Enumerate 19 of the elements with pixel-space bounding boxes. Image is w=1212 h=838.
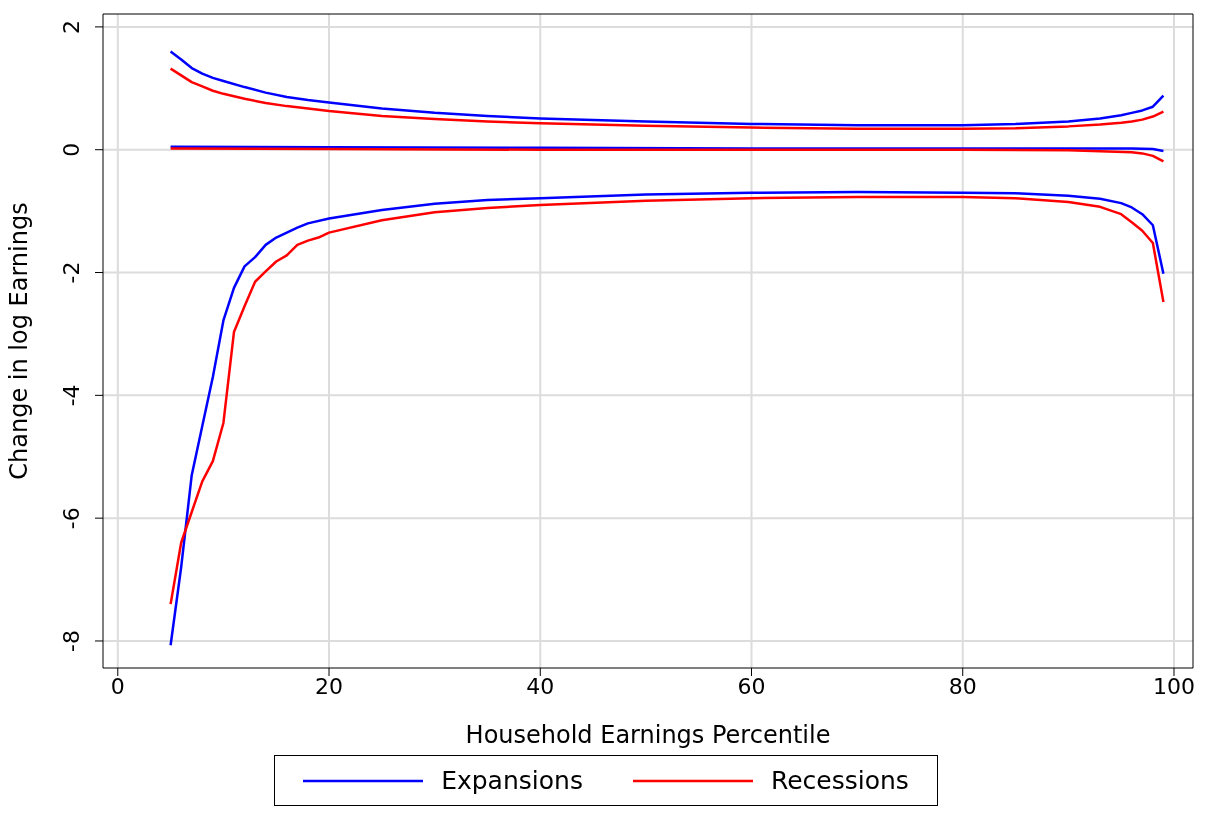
y-tick-label: -4: [59, 384, 84, 407]
legend-label: Expansions: [441, 766, 583, 795]
line-series: [169, 67, 1165, 131]
x-axis-title: Household Earnings Percentile: [465, 721, 831, 749]
x-tick-label: 80: [948, 673, 977, 699]
x-tick-label: 0: [110, 673, 125, 699]
y-tick-label: -8: [59, 630, 84, 652]
x-tick-label: 100: [1152, 673, 1195, 699]
y-tick-label: -6: [59, 507, 84, 530]
x-tick-label: 60: [737, 673, 766, 699]
line-series: [169, 147, 1165, 163]
y-axis-title: Change in log Earnings: [4, 202, 33, 480]
y-tick-label: 2: [59, 19, 84, 34]
x-tick-label: 40: [526, 673, 555, 699]
x-tick-label: 20: [315, 673, 344, 699]
y-tick-label: 0: [59, 142, 84, 157]
line-series: [169, 50, 1165, 127]
y-tick-label: -2: [59, 261, 84, 284]
legend-label: Recessions: [770, 766, 909, 795]
